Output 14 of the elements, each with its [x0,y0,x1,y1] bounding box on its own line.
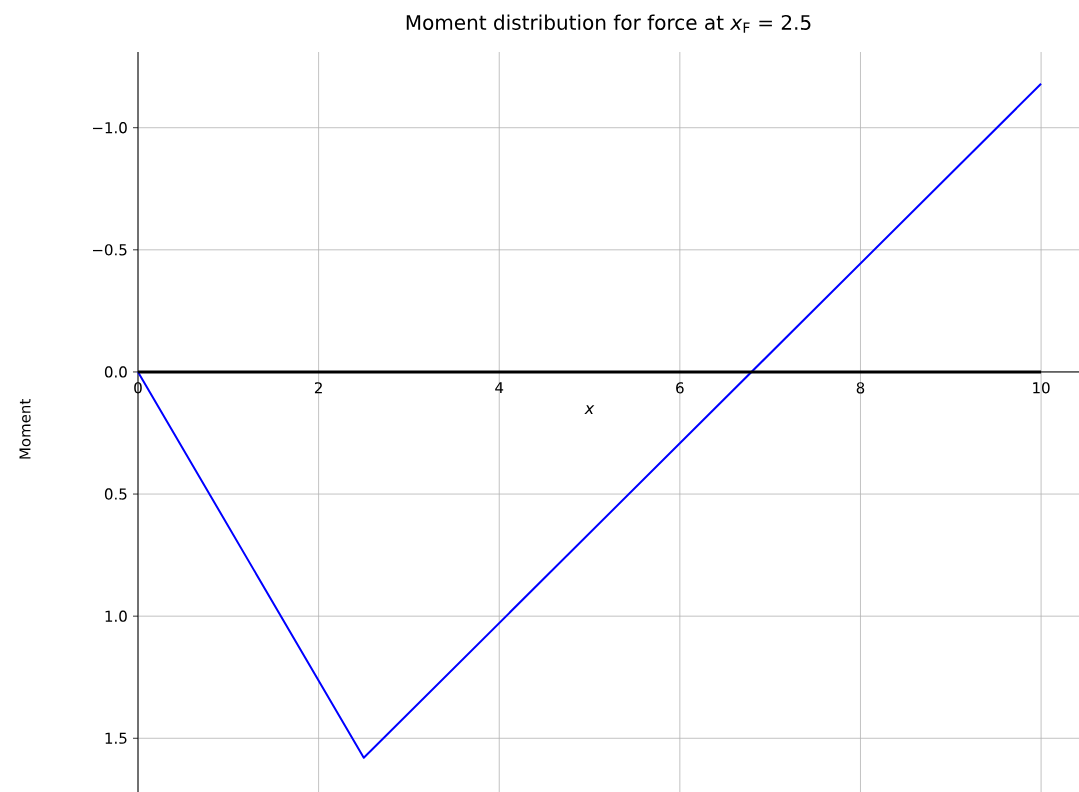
y-axis-title: Moment [19,399,31,459]
y-tick-label: 1.5 [105,732,127,744]
y-tick-label: 1.0 [105,610,127,622]
y-tick-label: −0.5 [92,244,127,256]
chart-title: Moment distribution for force at x$_{F}$ = 2.5 [406,14,811,33]
x-tick-label: 4 [495,382,504,394]
x-tick-label: 6 [676,382,684,394]
y-tick-label: 0.5 [104,488,127,500]
x-tick-label: 10 [1033,382,1050,394]
y-tick-label: −1.0 [92,122,127,134]
x-tick-label: 8 [856,382,865,394]
x-axis-title: x [584,405,595,414]
x-tick-label: 2 [314,382,322,394]
y-tick-label: 0.0 [104,366,127,378]
